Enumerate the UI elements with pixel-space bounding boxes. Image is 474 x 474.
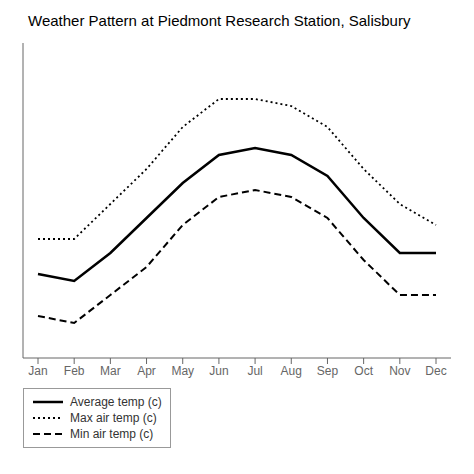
html-text:Max air temp (c): Max air temp (c) <box>70 411 157 425</box>
svg-text:Nov: Nov <box>389 364 410 378</box>
svg-text:Feb: Feb <box>64 364 85 378</box>
svg-text:May: May <box>171 364 194 378</box>
svg-text:Jan: Jan <box>28 364 47 378</box>
svg-text:Dec: Dec <box>425 364 446 378</box>
svg-text:Oct: Oct <box>354 364 373 378</box>
svg-text:Jun: Jun <box>209 364 228 378</box>
html-text:Weather Pattern at Piedmont Re: Weather Pattern at Piedmont Research Sta… <box>28 12 411 29</box>
html-text:Average temp (c): Average temp (c) <box>70 395 162 409</box>
html-text:Min air temp (c): Min air temp (c) <box>70 427 154 441</box>
svg-text:Sep: Sep <box>317 364 339 378</box>
svg-text:Aug: Aug <box>281 364 302 378</box>
svg-text:Mar: Mar <box>100 364 121 378</box>
svg-text:Apr: Apr <box>137 364 156 378</box>
svg-text:Jul: Jul <box>247 364 262 378</box>
